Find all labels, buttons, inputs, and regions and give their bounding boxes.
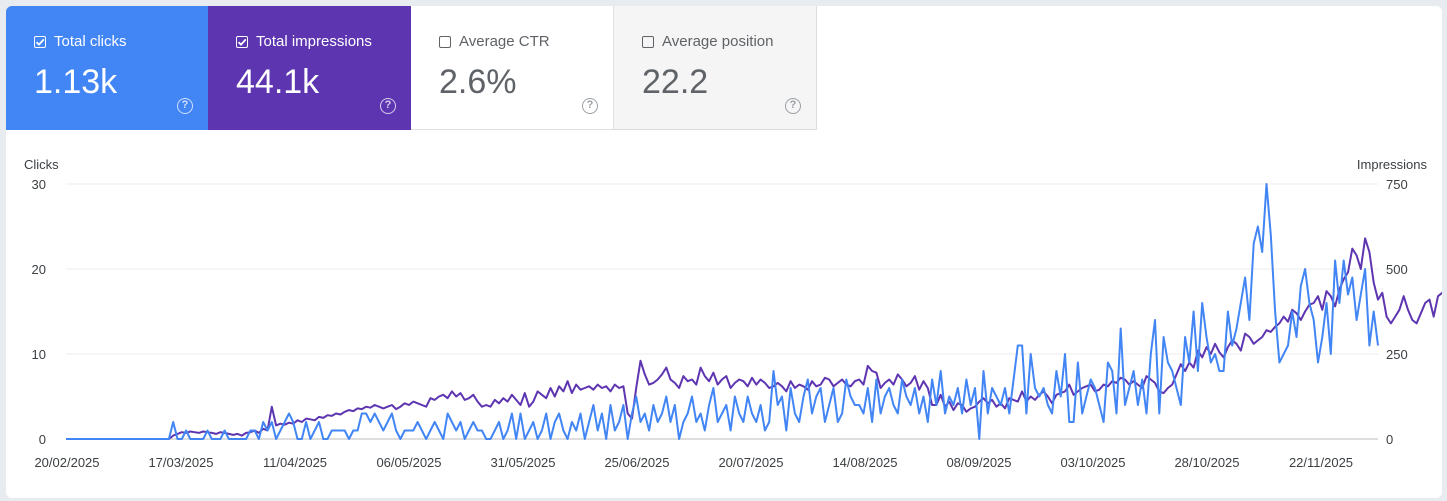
checkbox-checked-icon[interactable] bbox=[236, 36, 248, 48]
checkbox-unchecked-icon[interactable] bbox=[642, 36, 654, 48]
left-tick-label: 20 bbox=[32, 262, 46, 277]
right-axis-ticks: 0 250 500 750 bbox=[1386, 177, 1408, 447]
average-position-card[interactable]: Average position 22.2 ? bbox=[614, 6, 817, 130]
x-tick-label: 17/03/2025 bbox=[148, 455, 213, 470]
x-axis-ticks: 20/02/2025 17/03/2025 11/04/2025 06/05/2025… bbox=[34, 455, 1353, 470]
right-tick-label: 750 bbox=[1386, 177, 1408, 192]
x-tick-label: 25/06/2025 bbox=[604, 455, 669, 470]
right-tick-label: 250 bbox=[1386, 347, 1408, 362]
total-clicks-card[interactable]: Total clicks 1.13k ? bbox=[6, 6, 208, 130]
right-axis-title: Impressions bbox=[1357, 157, 1428, 172]
left-axis-ticks: 0 10 20 30 bbox=[32, 177, 46, 447]
help-icon[interactable]: ? bbox=[582, 98, 598, 114]
x-tick-label: 20/02/2025 bbox=[34, 455, 99, 470]
right-tick-label: 500 bbox=[1386, 262, 1408, 277]
average-position-value: 22.2 bbox=[642, 63, 709, 101]
total-impressions-value: 44.1k bbox=[236, 63, 320, 101]
total-clicks-value: 1.13k bbox=[34, 63, 118, 101]
x-tick-label: 08/09/2025 bbox=[946, 455, 1011, 470]
x-tick-label: 31/05/2025 bbox=[490, 455, 555, 470]
x-tick-label: 22/11/2025 bbox=[1289, 455, 1353, 470]
series-line-total-impressions bbox=[66, 237, 1442, 440]
performance-panel: Total clicks 1.13k ? Total impressions 4… bbox=[6, 6, 1442, 498]
total-impressions-label: Total impressions bbox=[256, 33, 372, 50]
checkbox-unchecked-icon[interactable] bbox=[439, 36, 451, 48]
average-position-label: Average position bbox=[662, 33, 774, 50]
help-icon[interactable]: ? bbox=[177, 98, 193, 114]
x-tick-label: 28/10/2025 bbox=[1174, 455, 1239, 470]
average-ctr-label: Average CTR bbox=[459, 33, 550, 50]
average-ctr-card[interactable]: Average CTR 2.6% ? bbox=[411, 6, 614, 130]
help-icon[interactable]: ? bbox=[785, 98, 801, 114]
x-tick-label: 06/05/2025 bbox=[376, 455, 441, 470]
left-tick-label: 0 bbox=[39, 432, 46, 447]
x-tick-label: 20/07/2025 bbox=[718, 455, 783, 470]
series-lines bbox=[66, 183, 1442, 440]
x-tick-label: 03/10/2025 bbox=[1060, 455, 1125, 470]
left-tick-label: 10 bbox=[32, 347, 46, 362]
x-tick-label: 11/04/2025 bbox=[263, 455, 327, 470]
chart-grid bbox=[66, 183, 1378, 440]
checkbox-checked-icon[interactable] bbox=[34, 36, 46, 48]
performance-chart: Clicks Impressions 0 10 20 30 0 250 500 750 20… bbox=[24, 157, 1442, 470]
total-clicks-label: Total clicks bbox=[54, 33, 127, 50]
right-tick-label: 0 bbox=[1386, 432, 1393, 447]
metric-cards: Total clicks 1.13k ? Total impressions 4… bbox=[6, 6, 817, 130]
help-icon[interactable]: ? bbox=[380, 98, 396, 114]
left-tick-label: 30 bbox=[32, 177, 46, 192]
x-tick-label: 14/08/2025 bbox=[832, 455, 897, 470]
left-axis-title: Clicks bbox=[24, 157, 59, 172]
average-ctr-value: 2.6% bbox=[439, 63, 517, 101]
total-impressions-card[interactable]: Total impressions 44.1k ? bbox=[208, 6, 411, 130]
series-line-total-clicks bbox=[66, 183, 1379, 440]
